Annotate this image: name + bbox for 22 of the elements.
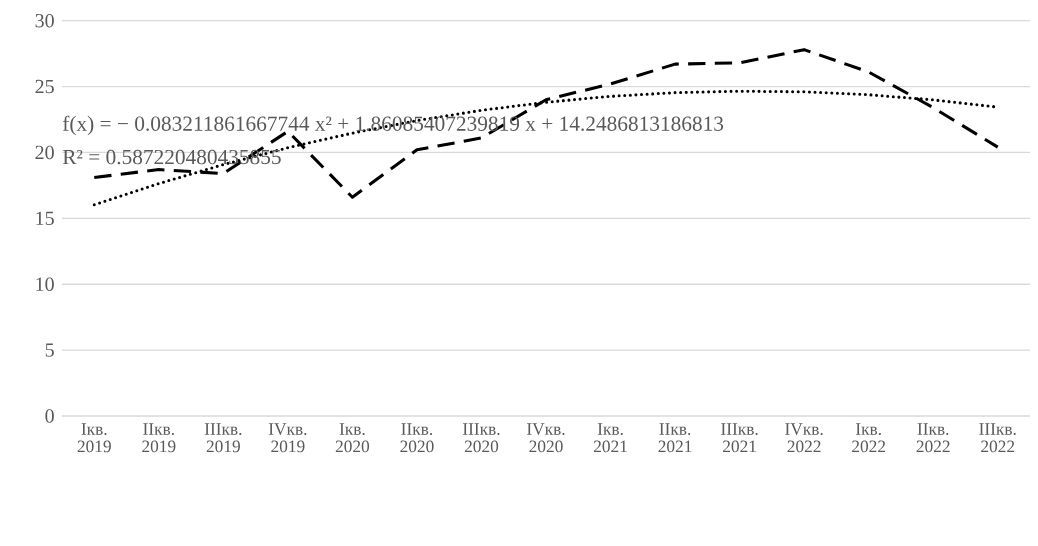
y-tick-label: 10 [36, 277, 54, 291]
y-tick-label: 25 [35, 79, 54, 94]
x-tick-label: IIкв. 2020 [400, 423, 434, 453]
x-tick-label: Iкв. 2020 [335, 423, 370, 453]
x-tick-label: IVкв. 2020 [527, 423, 565, 453]
x-tick-label: IIкв. 2021 [658, 423, 692, 453]
y-tick-label: 20 [35, 145, 54, 160]
y-tick-label: 30 [35, 13, 54, 28]
x-tick-label: IIкв. 2022 [916, 423, 950, 453]
x-tick-label: Iкв. 2019 [77, 423, 111, 453]
y-tick-label: 5 [45, 343, 54, 357]
x-tick-label: IVкв. 2019 [268, 423, 307, 453]
x-tick-label: Iкв. 2022 [852, 423, 886, 453]
x-tick-label: IIIкв. 2020 [462, 423, 500, 453]
x-tick-label: IIIкв. 2021 [721, 423, 758, 453]
x-tick-label: Iкв. 2021 [593, 423, 627, 453]
x-tick-label: IIкв. 2019 [142, 423, 176, 453]
x-tick-label: IIIкв. 2019 [204, 423, 242, 453]
y-tick-label: 0 [45, 409, 54, 423]
x-tick-label: IVкв. 2022 [785, 423, 823, 453]
y-tick-label: 15 [36, 211, 54, 226]
x-tick-label: IIIкв. 2022 [979, 423, 1016, 453]
